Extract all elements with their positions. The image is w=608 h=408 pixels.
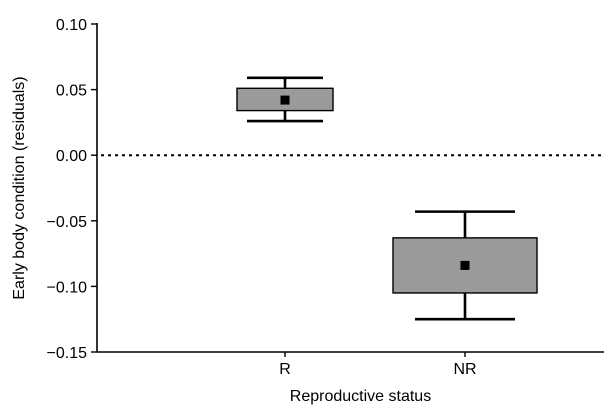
y-axis-title: Early body condition (residuals) [11, 76, 28, 299]
mean-marker [460, 260, 470, 270]
box-series [236, 76, 538, 321]
x-tick-label-nr: NR [453, 361, 476, 378]
x-tick-label-r: R [279, 361, 291, 378]
y-tick-label: 0.05 [56, 83, 87, 100]
y-tick-label: −0.05 [47, 214, 88, 231]
x-axis-title: Reproductive status [290, 388, 431, 405]
box-group-r [236, 76, 334, 123]
y-tick-label: −0.15 [47, 345, 88, 362]
y-axis-ticks: 0.10 0.05 0.00 −0.05 −0.10 −0.15 [47, 17, 97, 362]
mean-marker [280, 95, 290, 105]
y-tick-label: −0.10 [47, 279, 88, 296]
x-axis-ticks: R NR [279, 352, 477, 378]
y-tick-label: 0.00 [56, 148, 87, 165]
box-group-nr [392, 210, 538, 321]
axes [96, 23, 604, 353]
y-tick-label: 0.10 [56, 17, 87, 34]
